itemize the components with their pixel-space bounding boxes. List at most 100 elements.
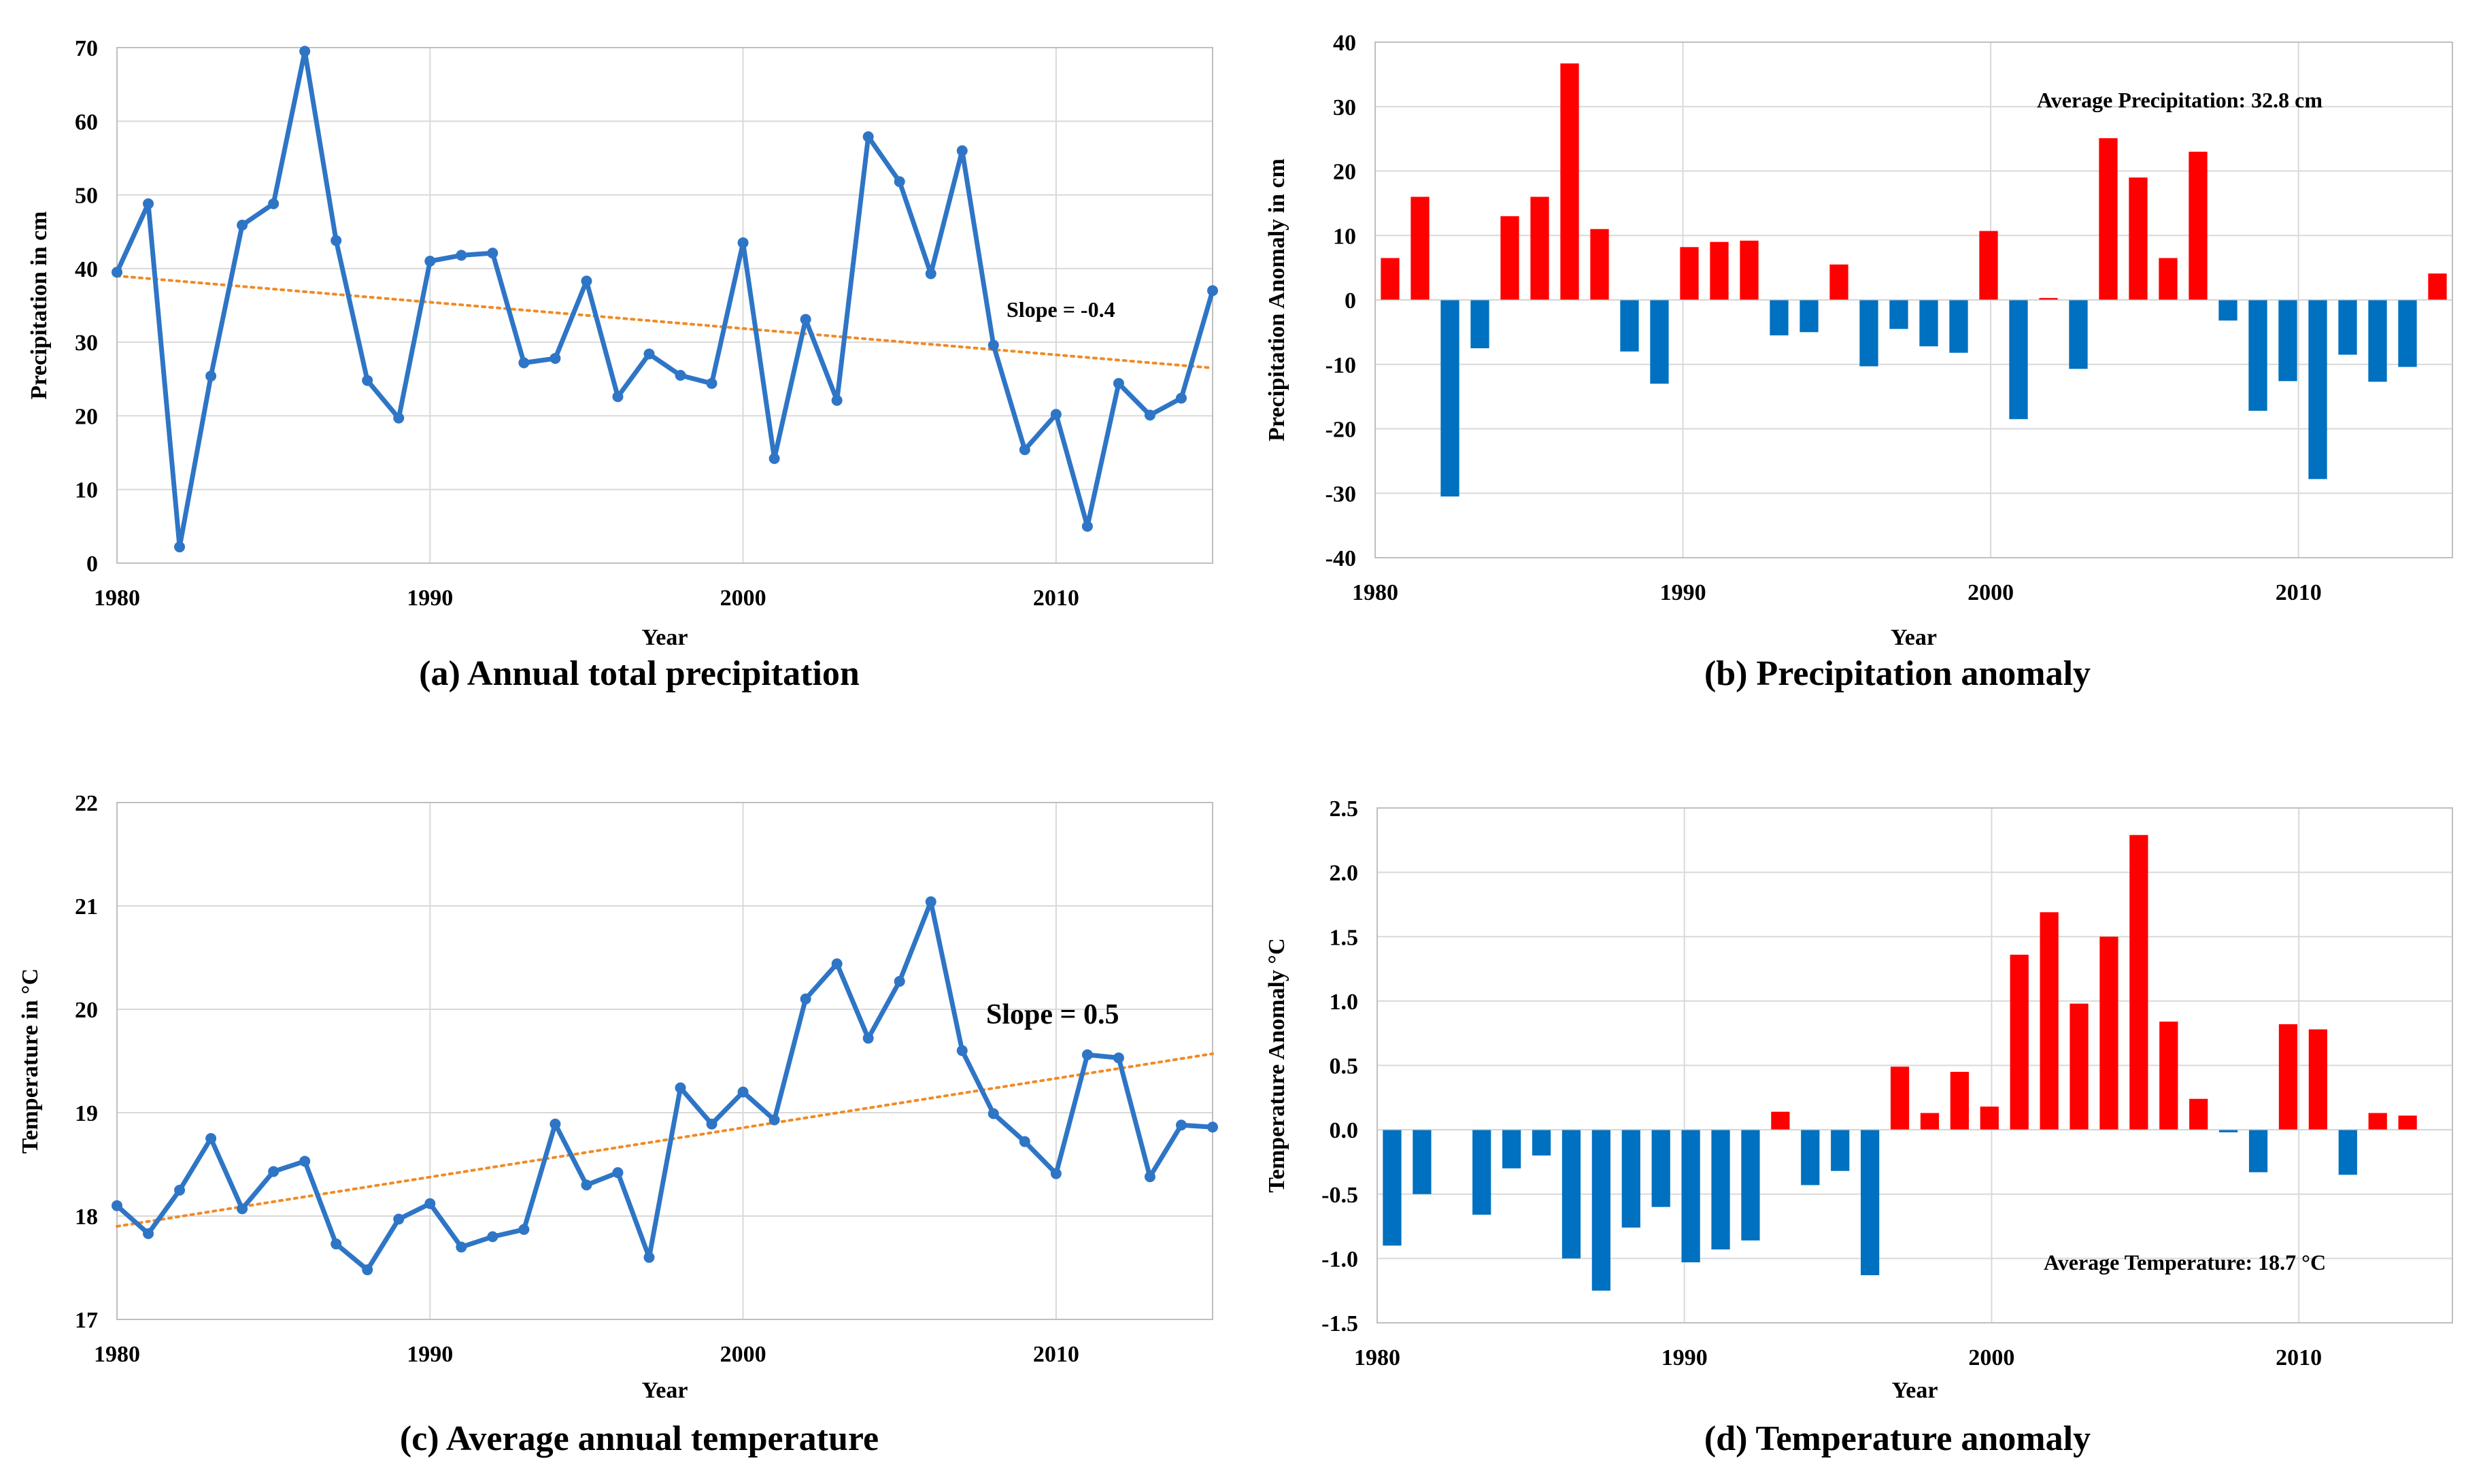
- bar-1987: [1591, 1130, 1610, 1291]
- y-tick-label: 10: [1333, 224, 1356, 249]
- point-1999: [706, 1118, 717, 1130]
- y-tick-label: 19: [75, 1101, 98, 1126]
- y-tick-label: 0.5: [1330, 1054, 1359, 1079]
- point-1982: [174, 1185, 186, 1196]
- y-axis-label: Temperature in °C: [18, 968, 43, 1153]
- point-2006: [925, 268, 936, 280]
- bar-2013: [2368, 1113, 2387, 1130]
- point-1980: [112, 1200, 122, 1211]
- x-tick-label: 1980: [1352, 580, 1398, 605]
- chart-b: -40 -30 -20 -10 0 10 20 30 40 1980 1990 2000 2010 Ave…: [1264, 31, 2453, 693]
- point-1991: [456, 1241, 467, 1253]
- point-2001: [768, 453, 780, 465]
- x-tick-label: 1980: [94, 1342, 140, 1367]
- y-tick-label: -10: [1325, 353, 1356, 378]
- point-1984: [237, 219, 248, 231]
- bar-2000: [1979, 231, 1998, 300]
- plot-frame: [1376, 807, 2453, 1323]
- bar-1985: [1532, 1130, 1551, 1156]
- bar-1980: [1381, 258, 1400, 300]
- bar-2004: [2099, 138, 2118, 300]
- chart-caption: (b) Precipitation anomaly: [1704, 654, 2091, 693]
- bar-2000: [1980, 1107, 1999, 1130]
- point-2010: [1050, 1168, 1062, 1179]
- bar-2001: [2009, 300, 2028, 420]
- average-label: Average Precipitation: 32.8 cm: [2037, 88, 2323, 112]
- x-tick-label: 2010: [1033, 1342, 1079, 1367]
- y-tick-label: 30: [1333, 95, 1356, 120]
- bar-2015: [2428, 273, 2447, 300]
- point-2003: [831, 394, 843, 406]
- bar-1982: [1440, 300, 1459, 496]
- point-1987: [331, 1238, 342, 1250]
- bar-2011: [2308, 300, 2327, 479]
- point-1998: [675, 1082, 686, 1094]
- bar-1993: [1771, 1111, 1790, 1130]
- point-1996: [612, 1167, 624, 1179]
- point-2013: [1144, 1171, 1155, 1183]
- x-tick-label: 1990: [1660, 580, 1706, 605]
- y-tick-label: -40: [1325, 546, 1356, 571]
- bar-1991: [1710, 241, 1729, 300]
- bar-1992: [1740, 240, 1759, 300]
- point-1988: [362, 1264, 373, 1276]
- point-1982: [174, 541, 186, 553]
- point-2002: [800, 314, 811, 325]
- bar-2002: [2039, 298, 2058, 300]
- point-1989: [393, 1213, 405, 1225]
- point-2009: [1019, 444, 1030, 456]
- y-axis-label: Temperature Anomaly °C: [1264, 938, 1289, 1192]
- y-tick-label: 17: [75, 1308, 98, 1333]
- bar-2001: [2010, 954, 2029, 1130]
- point-2004: [862, 1032, 874, 1044]
- x-tick-label: 1980: [1354, 1345, 1400, 1370]
- chart-a: 0 10 20 30 40 50 60 70 1980 1990 2000 2010 Slope = -…: [27, 36, 1218, 693]
- bar-1987: [1590, 229, 1609, 300]
- point-1987: [331, 235, 342, 246]
- y-tick-label: 20: [75, 998, 98, 1023]
- point-1997: [643, 1251, 655, 1263]
- bar-2005: [2129, 834, 2148, 1130]
- point-1994: [550, 1118, 561, 1130]
- point-2006: [925, 896, 936, 907]
- point-1981: [143, 1228, 154, 1239]
- y-tick-label: 0: [1345, 288, 1356, 314]
- x-tick-label: 1990: [407, 1342, 453, 1367]
- chart-c: 17 18 19 20 21 22 1980 1990 2000 2010 Slope = 0.5 Y…: [18, 791, 1218, 1458]
- bar-1980: [1383, 1130, 1402, 1246]
- point-2005: [894, 176, 905, 188]
- y-tick-label: 2.5: [1330, 796, 1359, 822]
- trend-line: [116, 274, 1214, 370]
- chart-caption: (d) Temperature anomaly: [1704, 1419, 2091, 1458]
- point-1990: [424, 1198, 436, 1209]
- bar-1988: [1620, 300, 1639, 352]
- bar-2003: [2070, 1003, 2089, 1130]
- y-tick-label: 20: [1333, 160, 1356, 185]
- bar-1990: [1681, 1130, 1700, 1263]
- x-tick-label: 2000: [720, 1342, 766, 1367]
- point-1996: [612, 391, 624, 403]
- point-1992: [487, 248, 499, 259]
- point-2014: [1175, 392, 1187, 404]
- point-1995: [581, 1179, 592, 1191]
- y-tick-label: 70: [75, 36, 98, 61]
- bar-1996: [1859, 300, 1878, 367]
- point-2015: [1207, 285, 1218, 297]
- y-tick-label: 40: [1333, 31, 1356, 56]
- point-1980: [112, 267, 122, 278]
- bar-2012: [2338, 1130, 2357, 1175]
- bar-2009: [2248, 300, 2267, 411]
- y-tick-label: -1.0: [1321, 1247, 1358, 1272]
- y-tick-label: 30: [75, 331, 98, 356]
- y-tick-label: 10: [75, 478, 98, 503]
- bar-1989: [1651, 1130, 1670, 1207]
- y-axis-label: Precipitation in cm: [27, 212, 52, 400]
- bar-1997: [1889, 300, 1908, 329]
- x-tick-label: 2000: [1967, 580, 2014, 605]
- point-1989: [393, 412, 405, 424]
- y-axis-label: Precipitation Anomaly in cm: [1264, 158, 1289, 441]
- y-tick-label: 2.0: [1330, 861, 1359, 886]
